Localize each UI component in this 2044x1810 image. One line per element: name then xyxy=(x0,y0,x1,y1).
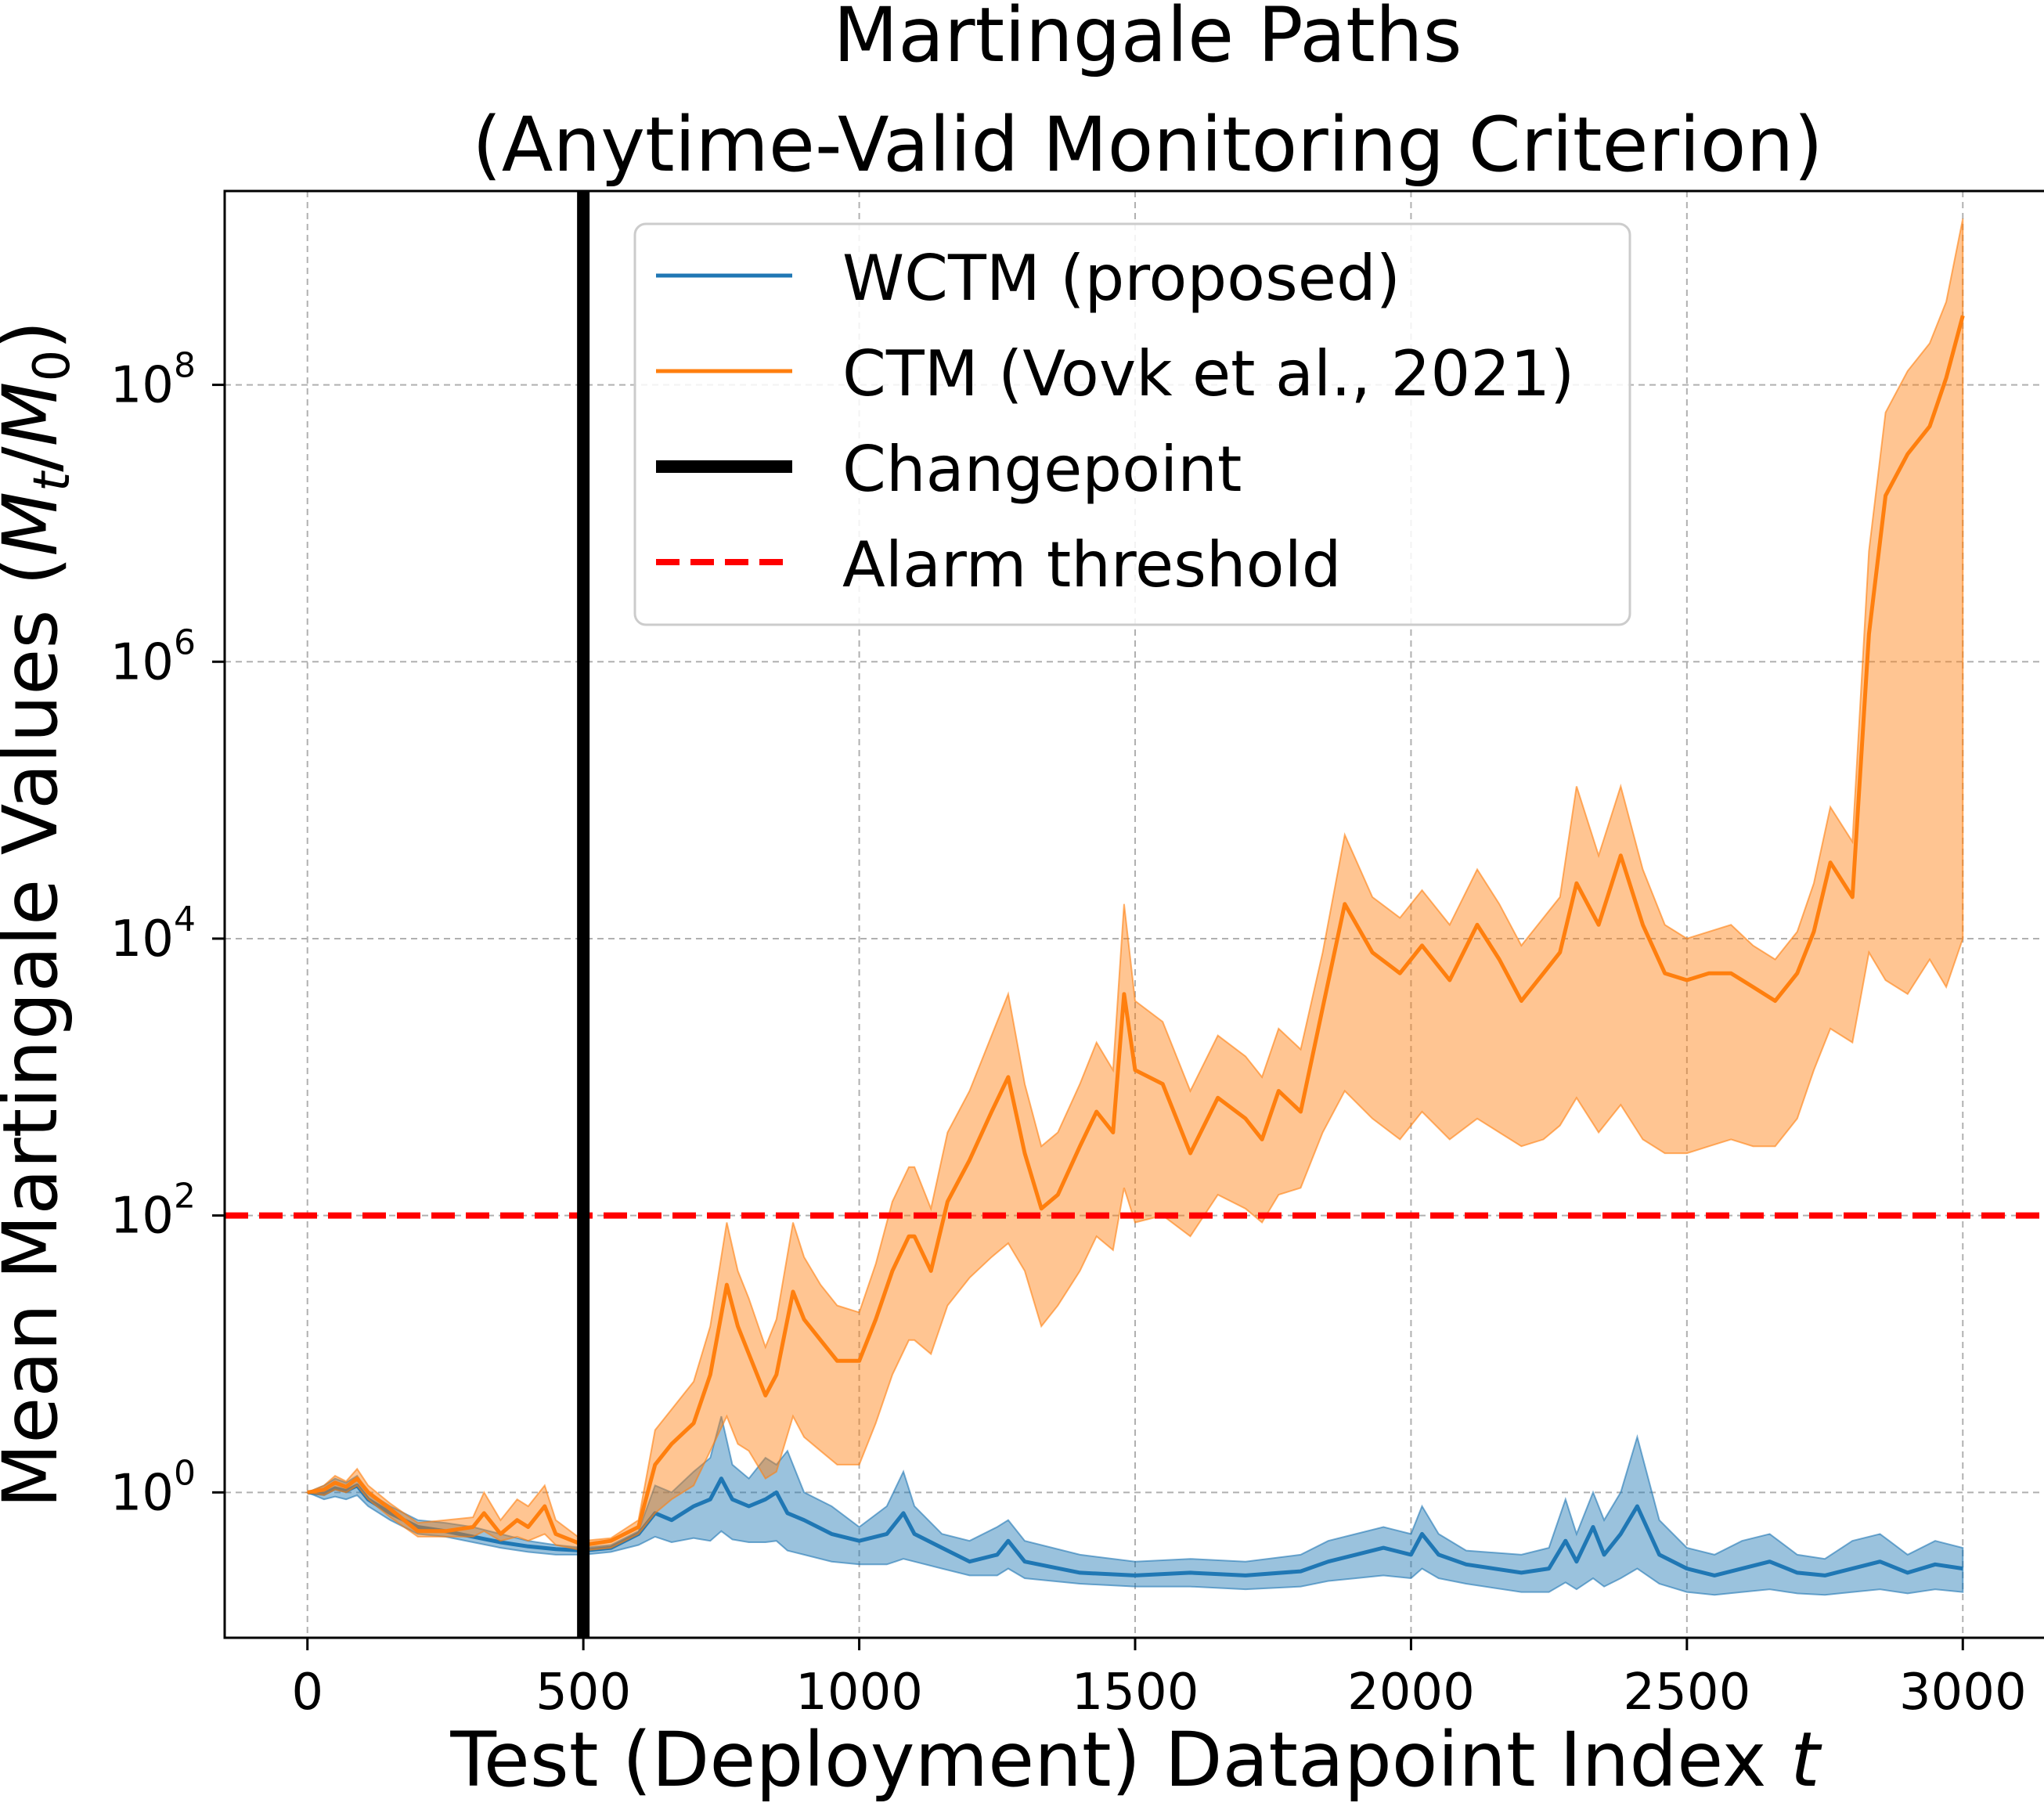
x-tick-label: 1000 xyxy=(795,1664,923,1722)
series-band-wctm xyxy=(305,1415,1964,1596)
y-axis-ticks: 100 102 104 106 108 xyxy=(110,346,225,1522)
legend: WCTM (proposed) CTM (Vovk et al., 2021) … xyxy=(633,222,1631,626)
y-axis-label-m-0: M xyxy=(0,382,74,447)
chart-title-line1: Martingale Paths xyxy=(833,0,1462,79)
x-axis-ticks: 0 500 1000 1500 2000 2500 3000 xyxy=(291,1638,2027,1722)
y-axis-label-slash: / xyxy=(0,446,74,472)
y-axis-label-tail: ) xyxy=(0,320,74,349)
legend-box xyxy=(633,222,1631,626)
legend-label-ctm: CTM (Vovk et al., 2021) xyxy=(842,337,1574,410)
x-axis-label-text: Test (Deployment) Datapoint Index xyxy=(449,1716,1790,1804)
x-axis-label-var: t xyxy=(1790,1716,1822,1804)
x-tick-label: 0 xyxy=(291,1664,323,1722)
x-tick-label: 3000 xyxy=(1899,1664,2027,1722)
x-tick-label: 2000 xyxy=(1347,1664,1475,1722)
series-line-ctm xyxy=(307,315,1965,1547)
y-axis-label-sub-t: t xyxy=(23,470,81,492)
series-line-wctm xyxy=(307,1476,1963,1577)
y-axis-label-text: Mean Martingale Values ( xyxy=(0,557,74,1509)
y-tick-label: 102 xyxy=(110,1177,196,1246)
plot-area xyxy=(225,191,2044,1638)
chart-title-line2: (Anytime-Valid Monitoring Criterion) xyxy=(472,101,1822,189)
y-tick-label: 106 xyxy=(110,622,196,691)
x-axis-label: Test (Deployment) Datapoint Index t xyxy=(449,1716,1822,1804)
y-tick-label: 100 xyxy=(110,1453,196,1522)
x-tick-label: 2500 xyxy=(1623,1664,1750,1722)
x-tick-label: 500 xyxy=(535,1664,631,1722)
legend-label-changepoint: Changepoint xyxy=(842,433,1242,506)
y-tick-label: 104 xyxy=(110,900,196,968)
legend-label-alarm: Alarm threshold xyxy=(842,528,1342,601)
legend-label-wctm: WCTM (proposed) xyxy=(842,242,1401,315)
y-axis-label: Mean Martingale Values (Mt/M0) xyxy=(0,320,81,1508)
y-axis-label-m-t: M xyxy=(0,492,74,557)
y-axis-label-sub-0: 0 xyxy=(23,350,81,382)
y-tick-label: 108 xyxy=(110,346,196,415)
plot-frame xyxy=(223,189,2044,1639)
x-tick-label: 1500 xyxy=(1072,1664,1199,1722)
